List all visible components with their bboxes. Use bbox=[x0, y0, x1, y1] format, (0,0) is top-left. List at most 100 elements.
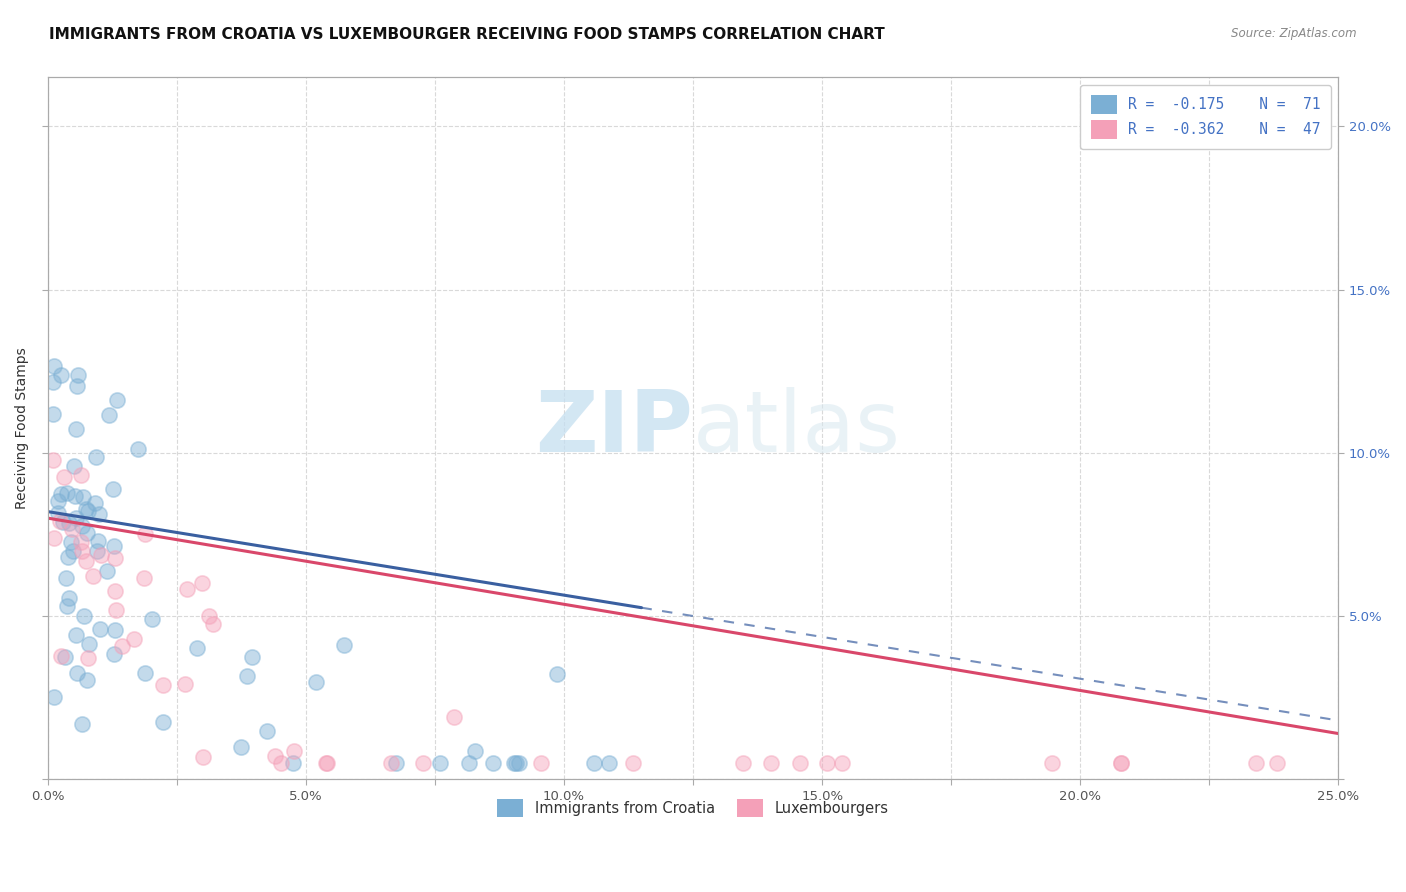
Point bbox=[1246, 756, 1268, 770]
Point bbox=[231, 740, 253, 755]
Point bbox=[77, 651, 100, 665]
Point bbox=[547, 666, 569, 681]
Point bbox=[1109, 756, 1132, 770]
Point bbox=[443, 710, 465, 724]
Point bbox=[1265, 756, 1288, 770]
Point bbox=[49, 487, 72, 501]
Point bbox=[66, 379, 89, 393]
Point bbox=[598, 756, 620, 770]
Point bbox=[104, 551, 127, 566]
Point bbox=[42, 452, 65, 467]
Point bbox=[56, 550, 79, 565]
Point bbox=[191, 750, 214, 764]
Point bbox=[141, 611, 163, 625]
Point bbox=[283, 744, 305, 758]
Point bbox=[42, 690, 65, 704]
Point bbox=[240, 650, 263, 665]
Point bbox=[70, 535, 93, 549]
Point bbox=[315, 756, 337, 770]
Point bbox=[502, 756, 524, 770]
Point bbox=[134, 526, 156, 541]
Point bbox=[69, 468, 91, 483]
Point bbox=[42, 407, 65, 421]
Point bbox=[236, 669, 259, 683]
Point bbox=[73, 608, 96, 623]
Point bbox=[412, 756, 434, 770]
Point bbox=[77, 637, 100, 651]
Point bbox=[42, 376, 65, 390]
Point bbox=[59, 535, 82, 549]
Point bbox=[127, 442, 149, 457]
Point bbox=[104, 583, 127, 598]
Text: IMMIGRANTS FROM CROATIA VS LUXEMBOURGER RECEIVING FOOD STAMPS CORRELATION CHART: IMMIGRANTS FROM CROATIA VS LUXEMBOURGER … bbox=[49, 27, 884, 42]
Point bbox=[75, 553, 97, 567]
Legend: Immigrants from Croatia, Luxembourgers: Immigrants from Croatia, Luxembourgers bbox=[489, 791, 896, 824]
Point bbox=[65, 510, 87, 524]
Point bbox=[1040, 756, 1063, 770]
Point bbox=[305, 675, 328, 690]
Point bbox=[508, 756, 530, 770]
Point bbox=[56, 599, 79, 613]
Point bbox=[831, 756, 853, 770]
Point bbox=[621, 756, 644, 770]
Point bbox=[530, 756, 553, 770]
Point bbox=[65, 628, 87, 642]
Point bbox=[132, 571, 155, 585]
Point bbox=[49, 368, 72, 383]
Point bbox=[46, 506, 69, 520]
Point bbox=[58, 591, 80, 605]
Point bbox=[62, 543, 84, 558]
Point bbox=[86, 450, 108, 464]
Point bbox=[759, 756, 782, 770]
Point bbox=[457, 756, 479, 770]
Point bbox=[1109, 756, 1132, 770]
Point bbox=[333, 638, 356, 652]
Point bbox=[90, 549, 112, 563]
Point bbox=[42, 532, 65, 546]
Point bbox=[380, 756, 402, 770]
Point bbox=[103, 647, 125, 661]
Point bbox=[111, 639, 134, 653]
Point bbox=[104, 623, 127, 637]
Point bbox=[60, 522, 83, 536]
Point bbox=[191, 576, 214, 591]
Point bbox=[174, 676, 197, 690]
Point bbox=[86, 544, 108, 558]
Point bbox=[84, 496, 107, 510]
Point bbox=[49, 649, 72, 664]
Point bbox=[46, 493, 69, 508]
Point bbox=[56, 486, 79, 500]
Point bbox=[44, 359, 66, 373]
Point bbox=[89, 507, 111, 521]
Point bbox=[53, 650, 76, 665]
Point bbox=[53, 470, 76, 484]
Point bbox=[75, 502, 97, 516]
Point bbox=[65, 489, 87, 503]
Point bbox=[87, 534, 110, 549]
Point bbox=[58, 516, 80, 531]
Point bbox=[152, 677, 174, 691]
Point bbox=[98, 409, 121, 423]
Point bbox=[429, 756, 451, 770]
Y-axis label: Receiving Food Stamps: Receiving Food Stamps bbox=[15, 348, 30, 509]
Point bbox=[385, 756, 408, 770]
Point bbox=[72, 490, 94, 504]
Point bbox=[70, 519, 93, 533]
Text: Source: ZipAtlas.com: Source: ZipAtlas.com bbox=[1232, 27, 1357, 40]
Text: atlas: atlas bbox=[693, 387, 901, 470]
Text: ZIP: ZIP bbox=[536, 387, 693, 470]
Point bbox=[186, 641, 208, 656]
Point bbox=[733, 756, 755, 770]
Point bbox=[152, 714, 174, 729]
Point bbox=[201, 616, 224, 631]
Point bbox=[76, 673, 98, 687]
Point bbox=[77, 504, 100, 518]
Point bbox=[76, 525, 98, 540]
Point bbox=[82, 569, 104, 583]
Point bbox=[96, 564, 118, 578]
Point bbox=[815, 756, 838, 770]
Point bbox=[263, 749, 285, 764]
Point bbox=[103, 539, 125, 553]
Point bbox=[482, 756, 505, 770]
Point bbox=[197, 608, 219, 623]
